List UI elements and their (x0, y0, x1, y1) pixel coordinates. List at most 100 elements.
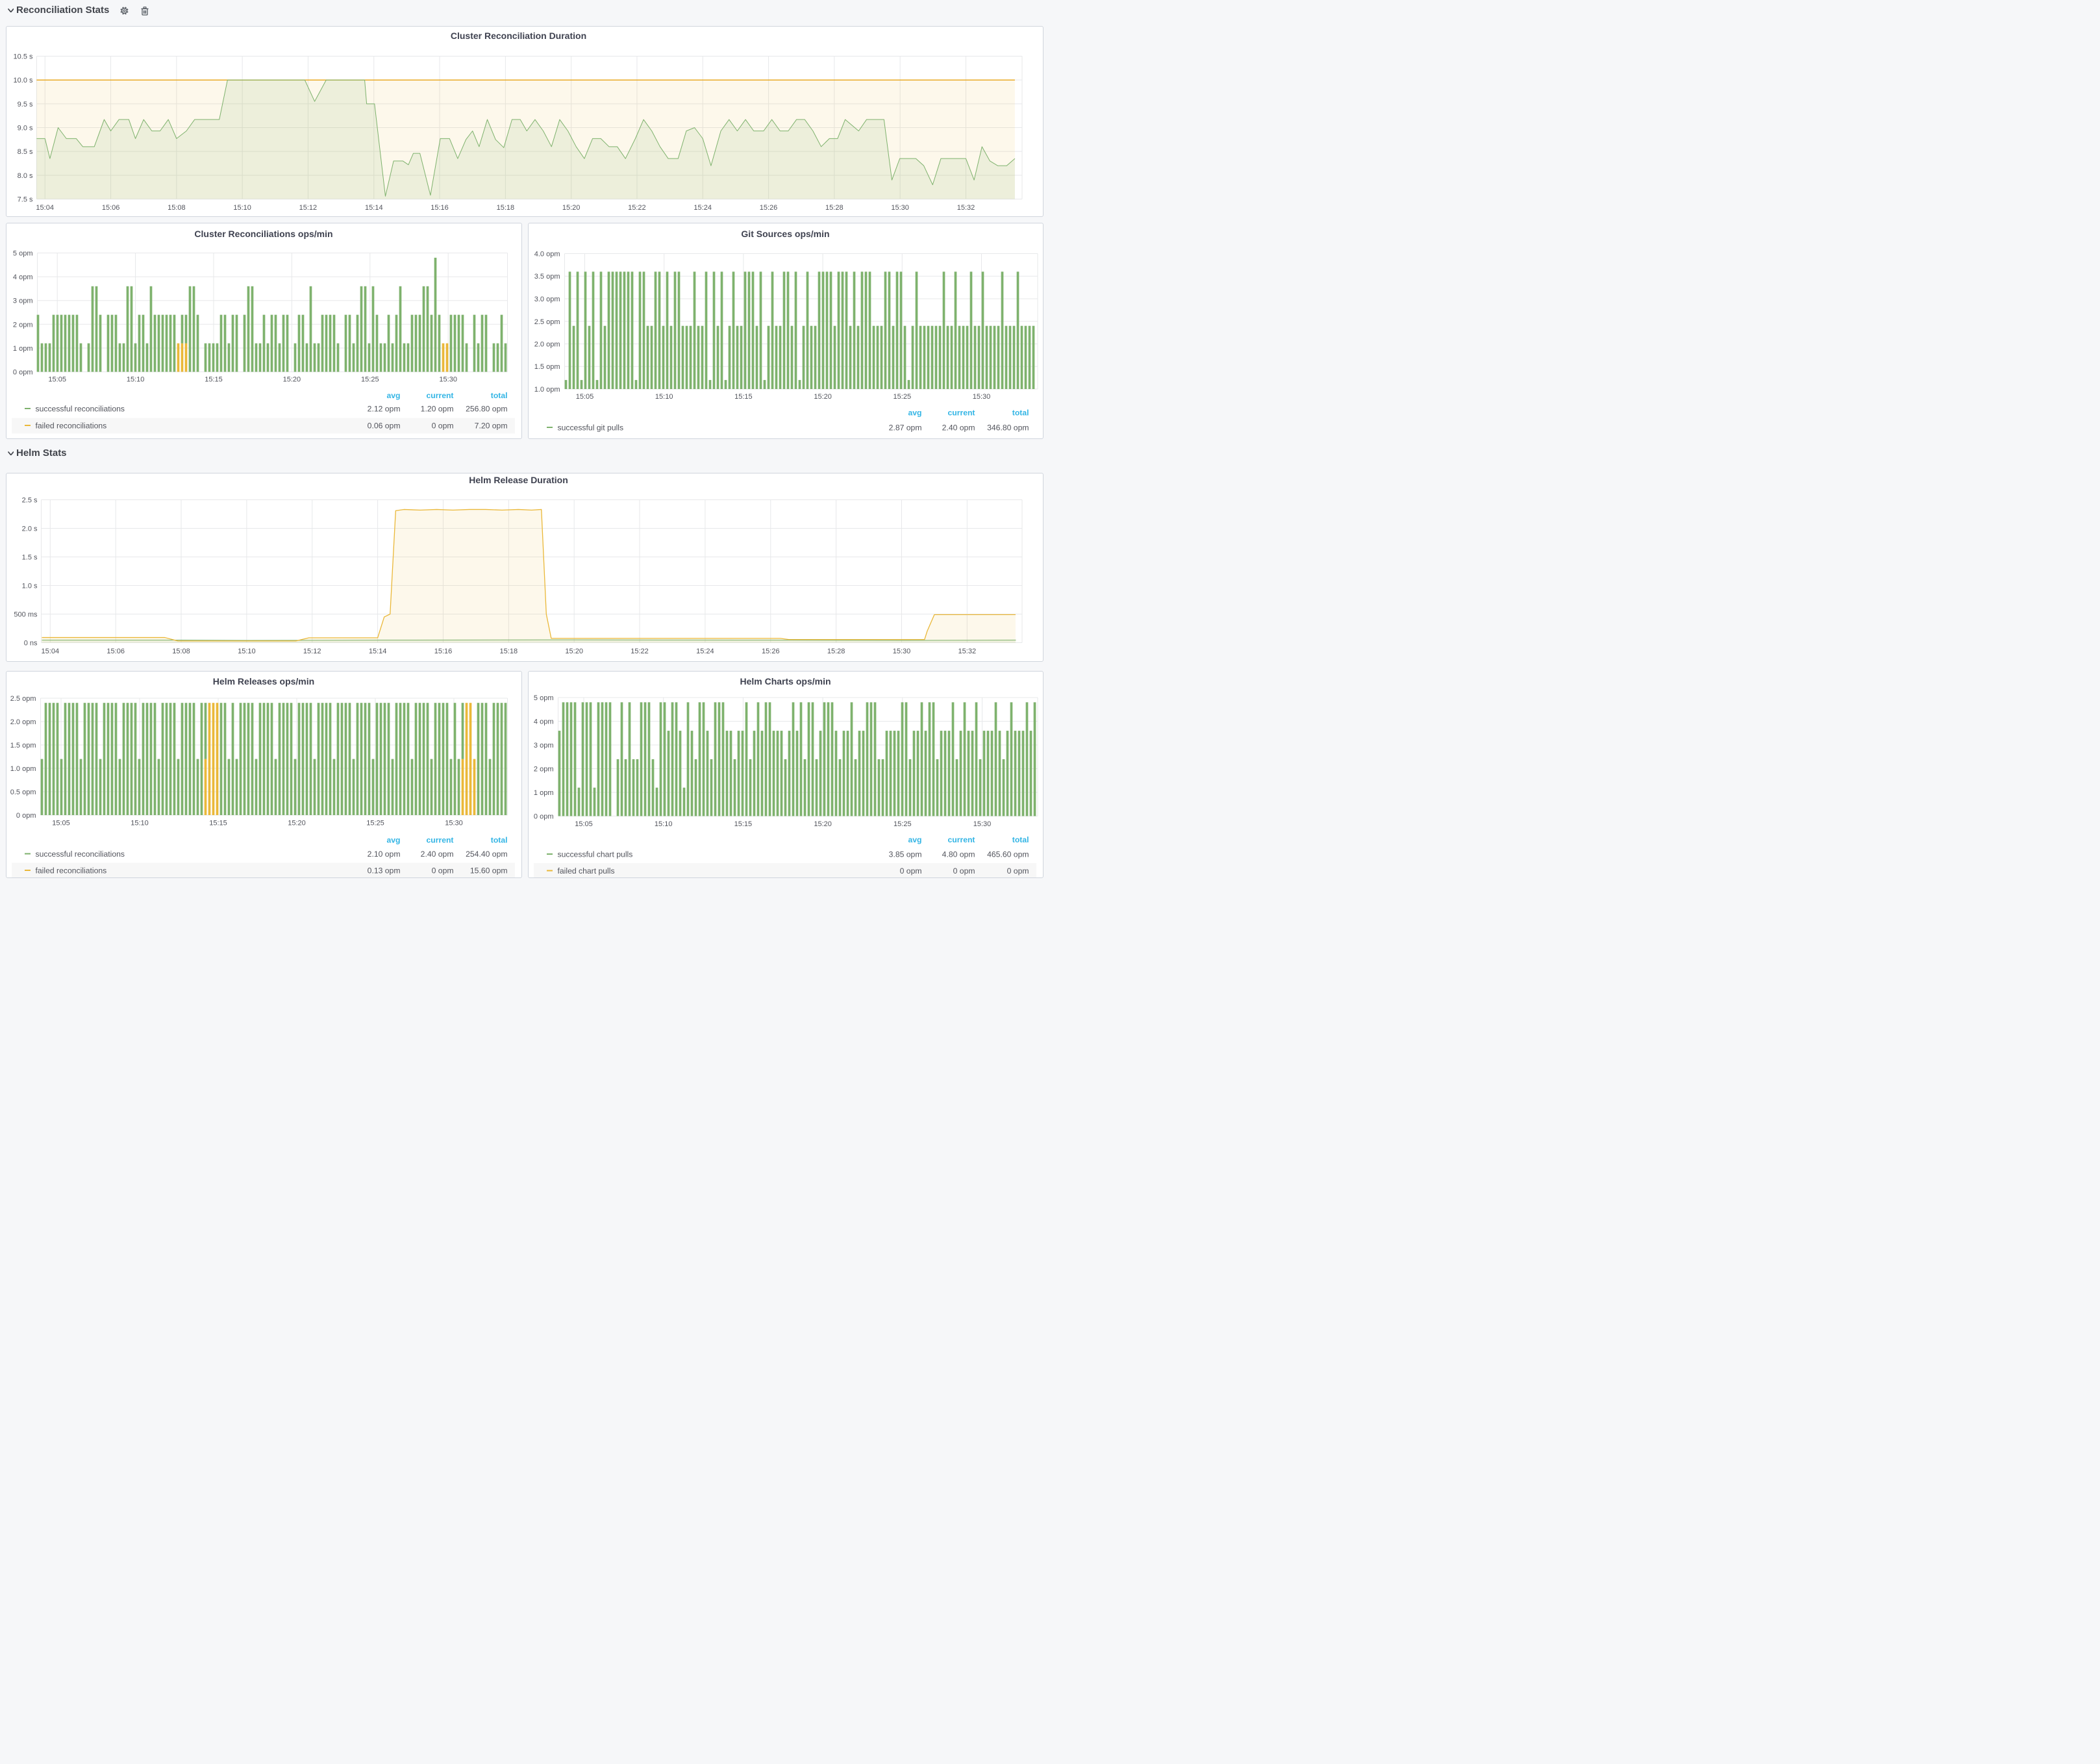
svg-text:346.80 opm: 346.80 opm (987, 423, 1029, 432)
svg-text:2.5 opm: 2.5 opm (10, 695, 36, 703)
svg-text:0 opm: 0 opm (431, 866, 453, 875)
svg-text:4.80 opm: 4.80 opm (942, 850, 975, 859)
svg-text:1 opm: 1 opm (533, 789, 553, 797)
svg-text:4.0 opm: 4.0 opm (534, 250, 560, 258)
svg-text:0 opm: 0 opm (12, 368, 32, 376)
svg-text:4 opm: 4 opm (533, 718, 553, 725)
svg-text:total: total (1012, 408, 1029, 417)
svg-text:15.60 opm: 15.60 opm (469, 866, 507, 875)
svg-text:0 opm: 0 opm (1006, 866, 1029, 876)
svg-text:15:04: 15:04 (41, 648, 59, 655)
svg-text:total: total (490, 835, 507, 844)
svg-text:5 opm: 5 opm (12, 249, 32, 257)
svg-text:9.0 s: 9.0 s (17, 124, 32, 132)
svg-text:15:15: 15:15 (209, 819, 227, 827)
svg-text:1.5 opm: 1.5 opm (534, 363, 560, 371)
svg-text:15:25: 15:25 (361, 375, 379, 383)
svg-text:15:16: 15:16 (434, 648, 452, 655)
svg-text:5 opm: 5 opm (533, 694, 553, 702)
svg-text:1.5 opm: 1.5 opm (10, 742, 36, 750)
svg-text:15:10: 15:10 (126, 375, 144, 383)
svg-text:15:22: 15:22 (631, 648, 649, 655)
svg-text:15:05: 15:05 (575, 393, 594, 401)
svg-text:0 opm: 0 opm (431, 421, 453, 430)
svg-text:15:24: 15:24 (696, 648, 714, 655)
svg-text:15:22: 15:22 (628, 204, 646, 212)
svg-text:15:04: 15:04 (36, 204, 54, 212)
svg-text:465.60 opm: 465.60 opm (987, 850, 1029, 859)
svg-text:3.0 opm: 3.0 opm (534, 296, 560, 303)
svg-text:15:30: 15:30 (445, 819, 463, 827)
svg-text:15:28: 15:28 (825, 204, 844, 212)
svg-text:1.0 s: 1.0 s (21, 582, 37, 590)
svg-text:2.5 s: 2.5 s (21, 496, 37, 504)
svg-text:4 opm: 4 opm (12, 273, 32, 281)
svg-text:15:30: 15:30 (972, 393, 990, 401)
svg-text:15:32: 15:32 (958, 648, 976, 655)
svg-text:successful git pulls: successful git pulls (557, 423, 623, 432)
svg-text:500 ms: 500 ms (14, 611, 38, 618)
svg-text:0 ns: 0 ns (23, 639, 37, 647)
svg-text:0.06 opm: 0.06 opm (367, 421, 400, 430)
svg-text:15:15: 15:15 (734, 393, 753, 401)
svg-text:failed reconciliations: failed reconciliations (35, 866, 106, 875)
svg-text:15:20: 15:20 (288, 819, 306, 827)
svg-text:15:06: 15:06 (106, 648, 125, 655)
svg-text:15:30: 15:30 (973, 820, 991, 828)
svg-text:15:25: 15:25 (894, 820, 912, 828)
svg-text:7.5 s: 7.5 s (17, 195, 32, 203)
svg-text:3 opm: 3 opm (12, 297, 32, 305)
svg-text:2.87 opm: 2.87 opm (888, 423, 921, 432)
svg-text:8.5 s: 8.5 s (17, 148, 32, 156)
svg-text:9.5 s: 9.5 s (17, 100, 32, 108)
svg-text:15:30: 15:30 (891, 204, 909, 212)
svg-text:15:08: 15:08 (168, 204, 186, 212)
svg-text:15:14: 15:14 (365, 204, 383, 212)
svg-text:7.20 opm: 7.20 opm (474, 421, 507, 430)
svg-text:total: total (490, 391, 507, 400)
svg-text:15:20: 15:20 (814, 393, 832, 401)
svg-text:15:10: 15:10 (238, 648, 256, 655)
svg-text:current: current (947, 408, 975, 417)
svg-text:3.5 opm: 3.5 opm (534, 273, 560, 281)
svg-text:2.0 s: 2.0 s (21, 525, 37, 533)
svg-text:15:30: 15:30 (892, 648, 910, 655)
svg-text:15:10: 15:10 (233, 204, 251, 212)
svg-text:3 opm: 3 opm (533, 742, 553, 750)
svg-text:15:18: 15:18 (496, 204, 514, 212)
svg-text:15:24: 15:24 (694, 204, 712, 212)
svg-text:10.5 s: 10.5 s (13, 53, 32, 60)
svg-text:15:26: 15:26 (759, 204, 777, 212)
svg-text:15:12: 15:12 (303, 648, 321, 655)
svg-text:avg: avg (386, 835, 400, 844)
svg-text:2.12 opm: 2.12 opm (367, 404, 400, 413)
svg-text:2 opm: 2 opm (533, 765, 553, 773)
svg-text:15:32: 15:32 (956, 204, 975, 212)
svg-text:avg: avg (908, 408, 921, 417)
svg-text:15:26: 15:26 (762, 648, 780, 655)
svg-text:15:10: 15:10 (131, 819, 149, 827)
svg-text:15:10: 15:10 (655, 393, 673, 401)
svg-text:15:20: 15:20 (282, 375, 301, 383)
svg-text:current: current (947, 835, 975, 844)
svg-text:2.0 opm: 2.0 opm (10, 718, 36, 726)
svg-text:2.5 opm: 2.5 opm (534, 318, 560, 325)
svg-text:15:18: 15:18 (499, 648, 518, 655)
svg-text:15:25: 15:25 (893, 393, 911, 401)
svg-text:254.40 opm: 254.40 opm (466, 850, 507, 859)
svg-text:0.5 opm: 0.5 opm (10, 788, 36, 796)
svg-text:successful chart pulls: successful chart pulls (557, 850, 632, 859)
svg-text:failed reconciliations: failed reconciliations (35, 421, 106, 430)
svg-text:15:05: 15:05 (575, 820, 593, 828)
svg-text:1.20 opm: 1.20 opm (420, 404, 453, 413)
svg-text:15:06: 15:06 (101, 204, 119, 212)
svg-text:total: total (1012, 835, 1029, 844)
svg-text:15:28: 15:28 (827, 648, 845, 655)
svg-text:1.0 opm: 1.0 opm (10, 765, 36, 773)
svg-text:15:25: 15:25 (366, 819, 384, 827)
svg-text:0 opm: 0 opm (533, 813, 553, 820)
svg-text:15:05: 15:05 (48, 375, 66, 383)
svg-text:current: current (426, 835, 453, 844)
svg-text:3.85 opm: 3.85 opm (888, 850, 921, 859)
svg-text:15:20: 15:20 (562, 204, 580, 212)
